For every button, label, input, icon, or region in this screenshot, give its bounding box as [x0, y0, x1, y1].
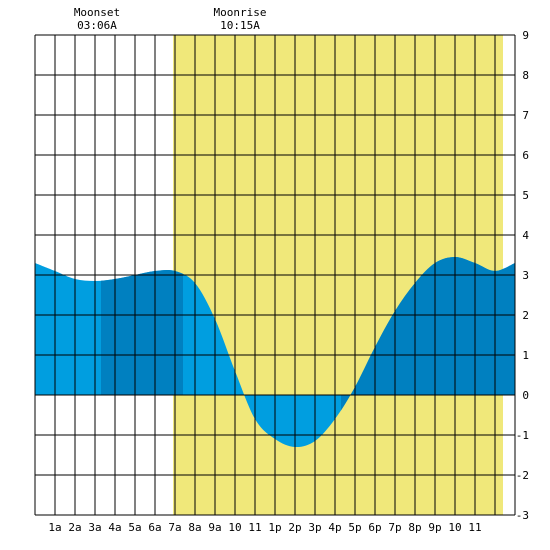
y-tick-label: 5	[522, 189, 529, 202]
y-tick-label: -1	[516, 429, 529, 442]
moon-event-time: 03:06A	[77, 19, 117, 32]
x-tick-label: 8a	[188, 521, 201, 534]
x-tick-label: 5a	[128, 521, 141, 534]
moon-event-label: Moonset	[74, 6, 120, 19]
x-tick-label: 9a	[208, 521, 221, 534]
x-tick-label: 4a	[108, 521, 121, 534]
grid	[34, 34, 516, 516]
y-tick-label: 9	[522, 29, 529, 42]
x-tick-label: 8p	[408, 521, 421, 534]
x-tick-label: 4p	[328, 521, 341, 534]
x-tick-label: 11	[468, 521, 481, 534]
x-tick-label: 9p	[428, 521, 441, 534]
y-tick-label: 0	[522, 389, 529, 402]
y-tick-label: 7	[522, 109, 529, 122]
x-tick-label: 2a	[68, 521, 81, 534]
x-tick-label: 3a	[88, 521, 101, 534]
x-tick-label: 2p	[288, 521, 301, 534]
y-tick-label: 8	[522, 69, 529, 82]
x-tick-label: 11	[248, 521, 261, 534]
y-tick-label: -3	[516, 509, 529, 522]
y-tick-label: 4	[522, 229, 529, 242]
x-tick-label: 7p	[388, 521, 401, 534]
moon-event-label: Moonrise	[214, 6, 267, 19]
y-tick-label: 2	[522, 309, 529, 322]
y-tick-label: 6	[522, 149, 529, 162]
x-tick-label: 10	[228, 521, 241, 534]
x-tick-label: 3p	[308, 521, 321, 534]
x-tick-label: 6a	[148, 521, 161, 534]
x-axis-tick-labels: 1a 2a 3a 4a 5a 6a 7a 8a 9a 10 11 1p 2p 3p 4p 5p 6p 7p 8p 9p…	[48, 521, 481, 534]
y-tick-label: 3	[522, 269, 529, 282]
y-axis-tick-labels: 9 8 7 6 5 4 3 2 1 0 -1 -2 -3	[516, 29, 530, 522]
x-tick-label: 1a	[48, 521, 61, 534]
y-tick-label: -2	[516, 469, 529, 482]
x-tick-label: 10	[448, 521, 461, 534]
moon-event-time: 10:15A	[220, 19, 260, 32]
x-tick-label: 1p	[268, 521, 281, 534]
x-tick-label: 5p	[348, 521, 361, 534]
x-tick-label: 6p	[368, 521, 381, 534]
y-tick-label: 1	[522, 349, 529, 362]
x-tick-label: 7a	[168, 521, 181, 534]
